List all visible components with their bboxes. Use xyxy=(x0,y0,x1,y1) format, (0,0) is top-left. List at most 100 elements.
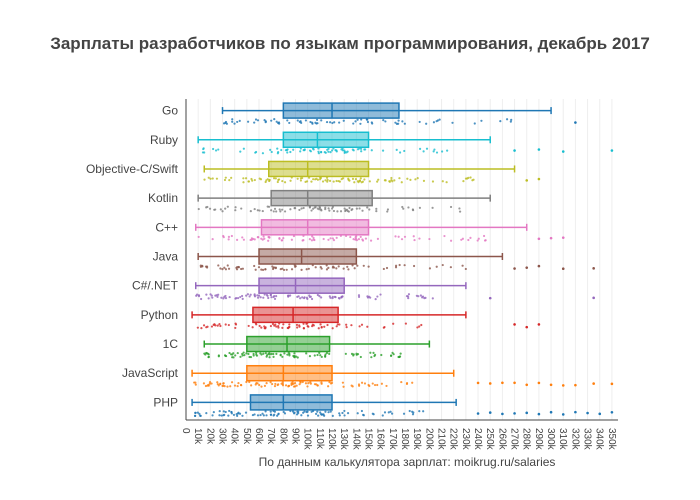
sample-point xyxy=(271,322,275,326)
x-tick-label: 130k xyxy=(338,428,349,451)
sample-point xyxy=(233,122,236,125)
sample-point xyxy=(446,149,449,152)
sample-point xyxy=(360,323,364,326)
x-tick-label: 0 xyxy=(180,428,191,434)
sample-point xyxy=(340,296,343,299)
sample-point xyxy=(358,325,361,328)
sample-point xyxy=(294,265,297,268)
sample-point xyxy=(259,296,262,299)
sample-point xyxy=(203,178,206,181)
x-tick-label: 60k xyxy=(253,428,264,445)
sample-point xyxy=(278,236,281,240)
sample-point xyxy=(253,121,256,124)
sample-point xyxy=(265,414,268,417)
sample-point xyxy=(234,354,237,357)
sample-point xyxy=(236,385,239,388)
sample-point xyxy=(269,324,272,328)
sample-point xyxy=(272,355,275,358)
sample-point xyxy=(227,235,231,238)
sample-point xyxy=(310,180,313,183)
sample-point xyxy=(312,409,315,413)
sample-point xyxy=(318,351,321,355)
sample-point xyxy=(354,178,358,181)
sample-point xyxy=(226,385,229,388)
sample-point xyxy=(226,205,229,208)
outlier-point xyxy=(586,411,589,415)
sample-point xyxy=(260,385,263,388)
sample-point xyxy=(275,210,278,213)
sample-point xyxy=(347,268,350,271)
sample-point xyxy=(280,148,283,152)
sample-point xyxy=(311,325,314,328)
sample-point xyxy=(228,409,231,413)
sample-point xyxy=(265,354,269,357)
sample-point xyxy=(268,356,271,359)
sample-point xyxy=(263,384,267,387)
outlier-point xyxy=(513,267,516,270)
sample-point xyxy=(445,181,448,184)
sample-point xyxy=(316,353,319,357)
sample-point xyxy=(332,209,336,213)
sample-point xyxy=(471,179,474,182)
sample-point xyxy=(360,118,363,121)
sample-point xyxy=(327,150,330,153)
sample-point xyxy=(255,354,259,357)
sample-point xyxy=(372,351,375,354)
sample-point xyxy=(337,296,341,300)
sample-point xyxy=(324,208,327,211)
sample-point xyxy=(272,210,275,213)
sample-point xyxy=(348,206,351,210)
x-tick-label: 80k xyxy=(277,428,288,445)
sample-point xyxy=(312,236,315,240)
sample-point xyxy=(224,207,227,210)
sample-point xyxy=(371,412,374,415)
outlier-point xyxy=(501,412,504,416)
sample-point xyxy=(256,119,260,122)
sample-point xyxy=(301,296,304,299)
sample-point xyxy=(234,322,237,325)
sample-point xyxy=(218,322,221,326)
sample-point xyxy=(381,149,385,152)
sample-point xyxy=(300,121,303,125)
sample-point xyxy=(327,411,330,414)
category-label: Java xyxy=(153,250,179,264)
sample-point xyxy=(311,235,314,238)
sample-point xyxy=(240,207,243,210)
sample-point xyxy=(509,120,512,123)
outlier-point xyxy=(561,267,565,271)
sample-point xyxy=(433,148,436,151)
sample-point xyxy=(196,326,199,329)
sample-point xyxy=(270,119,273,122)
sample-point xyxy=(312,178,315,181)
sample-point xyxy=(324,353,327,356)
category-label: PHP xyxy=(153,395,178,409)
sample-point xyxy=(269,148,272,151)
x-tick-label: 290k xyxy=(533,428,544,451)
sample-point xyxy=(467,238,470,242)
sample-point xyxy=(343,409,346,413)
sample-point xyxy=(267,205,271,208)
sample-point xyxy=(208,207,212,210)
sample-point xyxy=(205,351,208,355)
x-tick-label: 270k xyxy=(509,428,520,451)
sample-point xyxy=(217,293,220,296)
sample-point xyxy=(363,178,366,181)
sample-point xyxy=(219,324,222,328)
sample-point xyxy=(281,208,284,211)
sample-point xyxy=(325,176,329,179)
sample-point xyxy=(241,236,244,239)
sample-point xyxy=(253,178,256,182)
sample-point xyxy=(274,267,277,270)
sample-point xyxy=(230,353,233,356)
sample-point xyxy=(344,209,347,213)
outlier-point xyxy=(537,148,541,151)
sample-point xyxy=(411,381,414,384)
sample-point xyxy=(314,412,318,415)
sample-point xyxy=(298,208,301,212)
x-tick-label: 90k xyxy=(290,428,301,445)
sample-point xyxy=(352,238,355,241)
sample-point xyxy=(368,180,371,183)
sample-point xyxy=(353,267,356,270)
sample-point xyxy=(331,414,334,417)
